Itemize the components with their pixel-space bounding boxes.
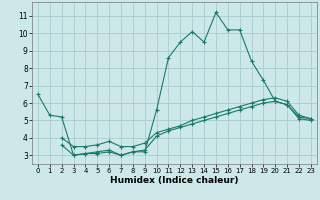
- X-axis label: Humidex (Indice chaleur): Humidex (Indice chaleur): [110, 176, 239, 185]
